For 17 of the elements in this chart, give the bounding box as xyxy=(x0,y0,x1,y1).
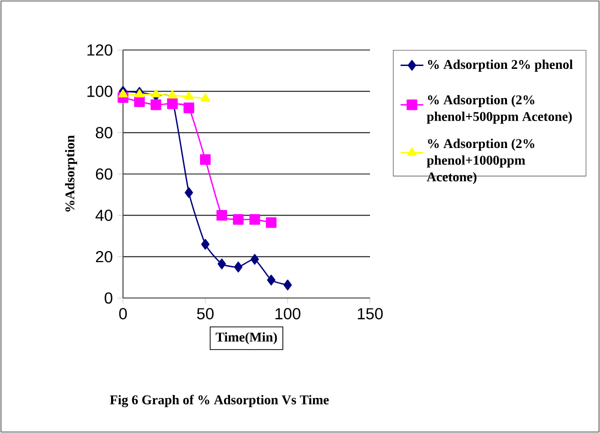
y-tick-label: 100 xyxy=(87,86,112,97)
y-tick-label: 0 xyxy=(104,292,112,304)
legend-label: % Adsorption (2% phenol+500ppm Acetone) xyxy=(426,94,572,124)
y-tick-label: 40 xyxy=(96,210,112,221)
y-tick-label: 60 xyxy=(96,168,112,180)
legend-label: % Adsorption (2% phenol+1000ppm Acetone) xyxy=(426,138,534,184)
x-tick-label: 150 xyxy=(358,308,383,320)
x-axis-title: Time(Min) xyxy=(216,332,277,344)
y-axis-title: %Adsorption xyxy=(65,135,78,212)
legend-label: % Adsorption 2% phenol xyxy=(428,60,573,72)
x-tick-label: 0 xyxy=(119,308,127,320)
y-tick-label: 80 xyxy=(96,127,112,138)
y-tick-label: 120 xyxy=(87,44,112,56)
y-tick-label: 20 xyxy=(96,251,112,262)
text: Fig 6 Graph of % Adsorption Vs Time xyxy=(110,394,329,408)
x-tick-label: 50 xyxy=(197,308,214,320)
x-tick-label: 100 xyxy=(276,308,300,320)
